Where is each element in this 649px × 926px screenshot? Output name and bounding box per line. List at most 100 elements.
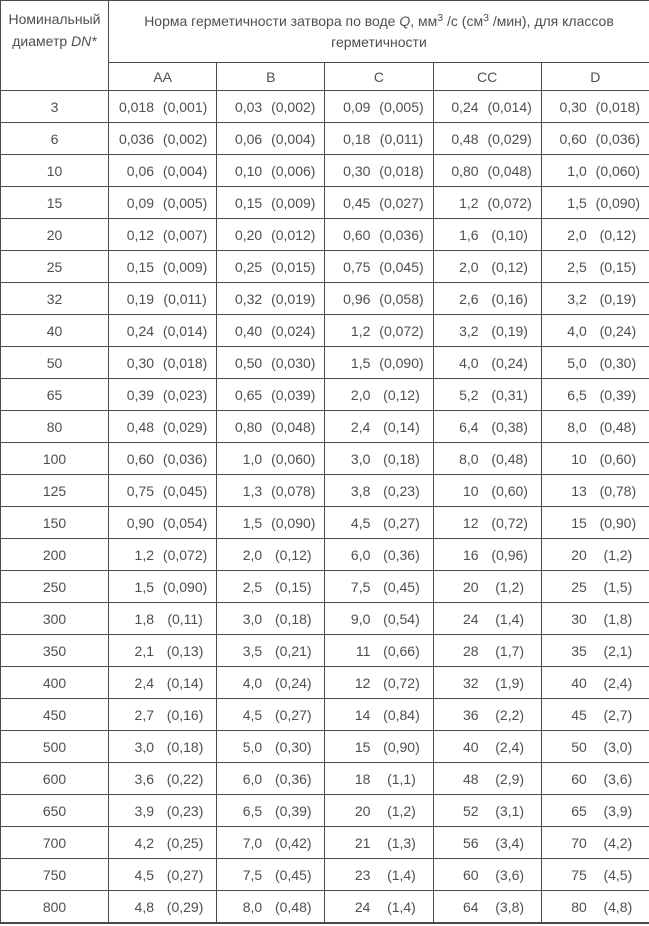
table-row: 350 2,1 (0,13) 3,5 (0,21) 11 (0,66) 28 (1,7) 35 (2… [0,634,649,667]
table-row: 20 0,12 (0,007) 0,20 (0,012) 0,60 (0,036) 1,6 (0… [0,218,649,251]
value-cm3-per-min: (0,005) [379,99,424,116]
value-cm3-per-min: (0,12) [599,227,637,244]
value-cell: 0,20 (0,012) [216,218,326,251]
value-cell: 14 (0,84) [324,698,434,731]
value-cell: 6,5 (0,39) [216,794,326,827]
value-cell: 3,2 (0,19) [432,314,542,347]
value-mm3-per-s: 3,9 [134,803,155,820]
value-mm3-per-s: 56 [463,835,479,852]
value-cell: 2,5 (0,15) [540,250,649,283]
value-mm3-per-s: 3,0 [350,451,371,468]
value-cm3-per-min: (1,3) [387,835,416,852]
value-mm3-per-s: 0,15 [126,259,155,276]
value-cm3-per-min: (0,27) [274,707,312,724]
value-cell: 2,0 (0,12) [432,250,542,283]
value-cell: 5,0 (0,30) [540,346,649,379]
dn-cell: 600 [0,762,109,795]
value-cell: 18 (1,1) [324,762,434,795]
value-mm3-per-s: 25 [571,579,587,596]
value-mm3-per-s: 0,30 [559,99,587,116]
dn-cell: 250 [0,570,109,603]
value-cm3-per-min: (0,045) [162,483,208,500]
dn-cell: 400 [0,666,109,699]
value-cm3-per-min: (0,072) [379,323,424,340]
value-cell: 15 (0,90) [540,506,649,539]
value-mm3-per-s: 0,39 [126,387,155,404]
dn-cell: 750 [0,858,109,891]
value-mm3-per-s: 3,2 [459,323,479,340]
value-cell: 0,18 (0,011) [324,122,434,155]
table-row: 200 1,2 (0,072) 2,0 (0,12) 6,0 (0,36) 16 (0,96) 2… [0,538,649,571]
value-cell: 50 (3,0) [540,730,649,763]
value-cell: 1,8 (0,11) [107,602,218,635]
value-cell: 0,09 (0,005) [107,186,218,219]
value-cm3-per-min: (3,0) [603,739,633,756]
value-cm3-per-min: (2,4) [603,675,633,692]
value-mm3-per-s: 1,0 [567,163,587,180]
table-row: 80 0,48 (0,029) 0,80 (0,048) 2,4 (0,14) 6,4 (0,3… [0,410,649,443]
value-mm3-per-s: 32 [463,675,479,692]
value-cell: 0,19 (0,011) [107,282,218,315]
value-mm3-per-s: 4,0 [567,323,587,340]
value-cm3-per-min: (0,78) [599,483,637,500]
value-cell: 3,2 (0,19) [540,282,649,315]
value-mm3-per-s: 14 [354,707,371,724]
value-cm3-per-min: (0,48) [599,419,637,436]
value-cell: 1,5 (0,090) [324,346,434,379]
value-cm3-per-min: (0,078) [271,483,316,500]
value-mm3-per-s: 0,15 [234,195,263,212]
value-cm3-per-min: (4,5) [603,867,633,884]
value-mm3-per-s: 21 [354,835,371,852]
value-cell: 6,0 (0,36) [324,538,434,571]
value-cm3-per-min: (0,39) [274,803,312,820]
value-cell: 0,32 (0,019) [216,282,326,315]
value-cm3-per-min: (0,090) [379,355,424,372]
value-mm3-per-s: 1,5 [134,579,155,596]
value-mm3-per-s: 3,0 [242,611,263,628]
value-mm3-per-s: 7,0 [242,835,263,852]
value-cell: 7,0 (0,42) [216,826,326,859]
value-cell: 52 (3,1) [432,794,542,827]
value-cm3-per-min: (3,8) [495,899,525,916]
value-cm3-per-min: (0,029) [487,131,532,148]
value-cm3-per-min: (0,19) [599,291,637,308]
table-row: 700 4,2 (0,25) 7,0 (0,42) 21 (1,3) 56 (3,4) 70 (4,… [0,826,649,859]
header-row-classes: AA B C CC D [1,62,649,91]
value-cm3-per-min: (0,014) [162,323,208,340]
value-cm3-per-min: (1,7) [495,643,525,660]
value-cell: 3,0 (0,18) [324,442,434,475]
value-cell: 20 (1,2) [540,538,649,571]
value-cm3-per-min: (0,66) [383,643,420,660]
dn-cell: 40 [0,314,109,347]
value-mm3-per-s: 11 [355,643,371,660]
value-mm3-per-s: 35 [571,643,587,660]
value-cm3-per-min: (1,1) [387,771,416,788]
value-cm3-per-min: (0,45) [383,579,420,596]
class-header-cc: CC [432,62,542,91]
value-cm3-per-min: (0,24) [599,323,637,340]
value-cell: 4,5 (0,27) [324,506,434,539]
value-cm3-per-min: (1,2) [495,579,525,596]
value-cell: 4,0 (0,24) [540,314,649,347]
value-cell: 0,75 (0,045) [324,250,434,283]
value-cell: 2,0 (0,12) [540,218,649,251]
dn-cell: 32 [0,282,109,315]
value-mm3-per-s: 13 [571,483,587,500]
value-cm3-per-min: (3,6) [495,867,525,884]
value-cell: 0,90 (0,054) [107,506,218,539]
value-cm3-per-min: (0,060) [595,163,641,180]
value-cm3-per-min: (0,12) [274,547,312,564]
value-mm3-per-s: 5,2 [459,387,479,404]
value-cell: 0,75 (0,045) [107,474,218,507]
dn-header-symbol: DN* [71,33,97,49]
value-mm3-per-s: 2,4 [134,675,155,692]
dn-cell: 65 [0,378,109,411]
value-cell: 4,0 (0,24) [216,666,326,699]
value-mm3-per-s: 60 [463,867,479,884]
value-cell: 0,06 (0,004) [107,154,218,187]
value-cm3-per-min: (0,22) [166,771,204,788]
value-cell: 1,2 (0,072) [324,314,434,347]
value-cell: 21 (1,3) [324,826,434,859]
dn-cell: 25 [0,250,109,283]
